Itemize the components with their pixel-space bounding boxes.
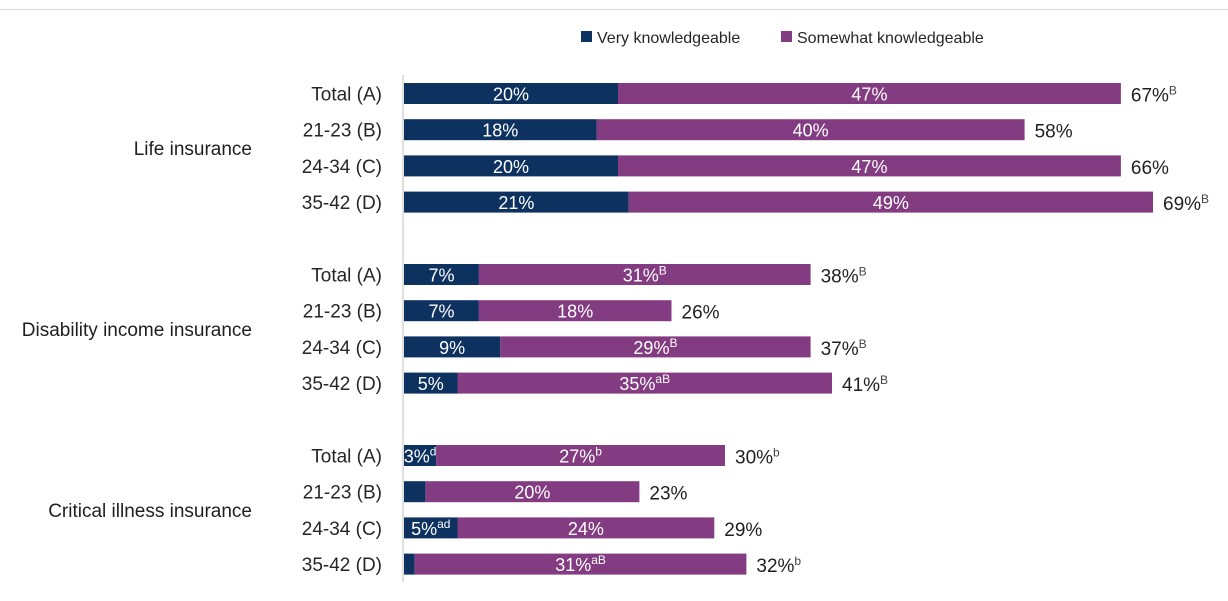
bar-very-knowledgeable [404, 336, 501, 358]
data-label-total: 69%B [1163, 192, 1209, 215]
bar-somewhat-knowledgeable [478, 264, 811, 285]
legend-label-somewhat: Somewhat knowledgeable [797, 30, 984, 47]
bar-very-knowledgeable [404, 300, 479, 322]
legend-swatch-very [581, 31, 592, 42]
bars-layer: Life insurance Total (A) 20% 47% 67%B 21-23 (… [22, 83, 1209, 577]
category-label: 21-23 (B) [303, 121, 382, 142]
category-label: Total (A) [311, 266, 382, 287]
data-label-total: 37%B [821, 337, 867, 360]
legend-label-very: Very knowledgeable [597, 30, 740, 47]
data-label-somewhat: 47% [851, 157, 887, 177]
data-label-very: 21% [498, 193, 534, 213]
top-divider [0, 9, 1228, 10]
bar-somewhat-knowledgeable [618, 83, 1121, 104]
bar-very-knowledgeable [404, 517, 458, 539]
data-label-somewhat: 31%aB [555, 553, 606, 575]
bar-very-knowledgeable [404, 553, 415, 575]
data-label-total: 58% [1035, 122, 1073, 143]
bar-somewhat-knowledgeable [596, 119, 1025, 141]
bar-very-knowledgeable [404, 264, 479, 285]
category-label: 21-23 (B) [303, 483, 382, 504]
data-label-somewhat: 24% [568, 519, 604, 539]
data-label-very: 7% [428, 302, 454, 322]
data-label-very: 20% [493, 85, 529, 105]
data-label-somewhat: 47% [851, 85, 887, 105]
data-label-somewhat: 20% [514, 483, 550, 503]
data-label-total: 23% [649, 484, 687, 505]
data-label-somewhat: 18% [557, 302, 593, 322]
data-label-total: 32%b [756, 554, 801, 577]
bar-somewhat-knowledgeable [478, 300, 672, 322]
data-label-very: 20% [493, 157, 529, 177]
group-label: Critical illness insurance [48, 501, 252, 522]
data-label-very: 5% [418, 374, 444, 394]
data-label-total: 67%B [1131, 84, 1177, 107]
bar-somewhat-knowledgeable [457, 517, 715, 539]
bar-somewhat-knowledgeable [628, 191, 1153, 213]
data-label-total: 38%B [821, 265, 867, 288]
bar-somewhat-knowledgeable [457, 372, 832, 394]
category-label: 35-42 (D) [302, 374, 382, 395]
data-label-total: 41%B [842, 373, 888, 396]
category-label: 24-34 (C) [302, 519, 382, 540]
bar-very-knowledgeable [404, 155, 618, 177]
group-label: Life insurance [134, 139, 252, 160]
data-label-somewhat: 40% [793, 121, 829, 141]
data-label-very: 18% [482, 121, 518, 141]
bar-somewhat-knowledgeable [436, 445, 725, 466]
data-label-very: 5%ad [411, 517, 450, 539]
data-label-somewhat: 49% [873, 193, 909, 213]
data-label-total: 29% [724, 520, 762, 541]
category-label: 35-42 (D) [302, 193, 382, 214]
legend: Very knowledgeable Somewhat knowledgeabl… [581, 30, 984, 47]
bar-somewhat-knowledgeable [618, 155, 1121, 177]
category-label: 35-42 (D) [302, 555, 382, 576]
category-label: 24-34 (C) [302, 157, 382, 178]
bar-very-knowledgeable [404, 481, 426, 503]
data-label-total: 66% [1131, 158, 1169, 179]
bar-somewhat-knowledgeable [500, 336, 811, 358]
data-label-somewhat: 27%b [559, 445, 602, 467]
legend-swatch-somewhat [781, 31, 792, 42]
bar-somewhat-knowledgeable [425, 481, 640, 503]
data-label-very: 7% [428, 266, 454, 286]
category-label: 21-23 (B) [303, 302, 382, 323]
bar-very-knowledgeable [404, 119, 597, 141]
bar-somewhat-knowledgeable [414, 553, 747, 575]
bar-very-knowledgeable [404, 191, 629, 213]
category-label: 24-34 (C) [302, 338, 382, 359]
category-label: Total (A) [311, 85, 382, 106]
bar-very-knowledgeable [404, 83, 618, 104]
data-label-somewhat: 29%B [633, 336, 677, 358]
bar-very-knowledgeable [404, 445, 437, 466]
data-label-very: 9% [439, 338, 465, 358]
bar-very-knowledgeable [404, 372, 458, 394]
data-label-somewhat: 35%aB [619, 372, 670, 394]
category-label: Total (A) [311, 447, 382, 468]
data-label-total: 30%b [735, 446, 780, 469]
data-label-very: 3%d [404, 445, 437, 467]
group-label: Disability income insurance [22, 320, 252, 341]
data-label-somewhat: 31%B [623, 264, 667, 286]
data-label-total: 26% [682, 303, 720, 324]
